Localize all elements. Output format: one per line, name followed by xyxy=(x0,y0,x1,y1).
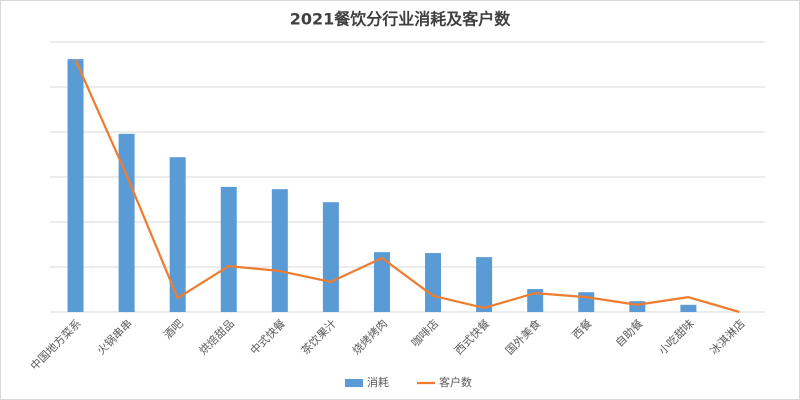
bar xyxy=(680,304,697,312)
bar xyxy=(578,292,595,312)
bar xyxy=(322,202,339,312)
bar xyxy=(373,252,390,312)
bar xyxy=(425,253,442,312)
bar xyxy=(67,59,84,312)
bar xyxy=(220,186,237,312)
legend-swatch xyxy=(345,379,363,387)
bar xyxy=(476,257,493,312)
legend-label: 客户数 xyxy=(439,375,472,389)
bar xyxy=(629,301,646,312)
chart-title: 2021餐饮分行业消耗及客户数 xyxy=(290,10,512,29)
bar xyxy=(118,133,135,312)
bar xyxy=(169,157,186,312)
bar xyxy=(271,189,288,312)
line xyxy=(74,59,740,314)
legend-label: 消耗 xyxy=(367,375,389,389)
